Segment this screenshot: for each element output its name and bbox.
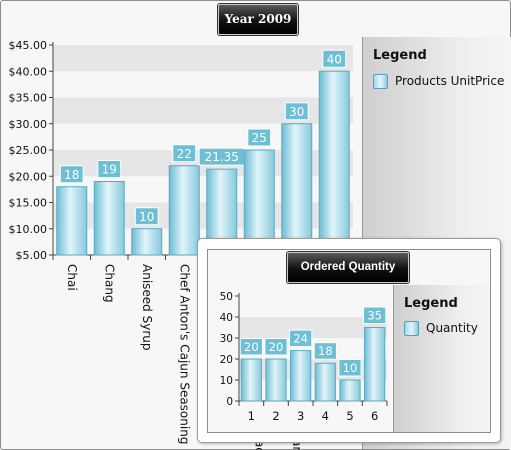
bar [131,228,163,256]
data-label-box [313,342,337,360]
y-tick-label: $15.00 [9,197,48,210]
main-legend-label: Products UnitPrice [395,74,505,88]
y-tick-label: $35.00 [9,92,48,105]
x-tick-label: Aniseed Syrup [140,264,154,350]
x-tick-label: 4 [322,409,329,423]
data-label-box [264,338,288,356]
data-label-box [239,338,263,356]
data-label-box [322,49,347,68]
data-label: 25 [252,131,267,145]
data-label: 10 [139,210,154,224]
x-tick-label: 3 [297,409,304,423]
x-tick-label: Chang [102,264,116,303]
data-label-box [59,165,84,184]
y-tick-label: 40 [220,312,233,324]
data-label-box [289,329,313,348]
y-tick-label: $30.00 [9,118,48,131]
y-tick-label: $45.00 [9,39,48,52]
bar [243,149,275,256]
main-legend-item[interactable]: Products UnitPrice [373,74,504,89]
y-tick-label: 50 [220,291,233,303]
x-tick-label: 6 [371,409,378,423]
data-label-box [284,102,309,121]
bar [290,350,312,402]
data-label-box [363,306,387,324]
data-label: 30 [289,105,304,119]
data-label: 18 [318,344,333,358]
data-label-box [172,144,197,163]
bar [240,358,262,402]
x-tick-label: Chef Anton's Cajun Seasoning [177,264,191,444]
x-tick-label: Chai [65,264,79,291]
data-label: 22 [177,147,192,161]
legend-swatch-icon [404,321,419,336]
ordered-quantity-popup[interactable]: Ordered Quantity 0 10 20 30 40 50 20 1 20 2 24 3 18 4… [197,238,501,443]
y-tick-label: $40.00 [9,65,48,78]
popup-legend-label: Quantity [426,321,478,335]
data-label: 19 [102,163,117,177]
y-tick-label: $20.00 [9,170,48,183]
data-label-box [338,359,362,377]
bar [265,358,287,402]
popup-legend: Legend Quantity [393,285,490,432]
bar [168,165,200,256]
data-label: 20 [244,340,259,354]
y-tick-label: 30 [220,333,233,345]
data-label: 21.35 [205,150,239,164]
popup-chart-area: Ordered Quantity 0 10 20 30 40 50 20 1 20 2 24 3 18 4… [207,249,491,433]
data-label: 20 [269,340,284,354]
data-label-box [97,160,122,178]
legend-swatch-icon [373,74,388,89]
bar [339,379,361,402]
grid-band [239,317,387,338]
x-tick-label: 2 [272,409,279,423]
data-label: 35 [367,309,382,323]
x-tick-label: 1 [248,409,255,423]
x-tick-label: 5 [346,409,353,423]
bar [93,181,125,256]
main-legend-title: Legend [373,48,427,63]
data-label: 18 [64,168,79,182]
bar [56,186,88,256]
popup-legend-title: Legend [404,296,458,311]
data-label: 10 [343,361,358,375]
popup-chart-plot: 0 10 20 30 40 50 20 1 20 2 24 3 18 4 10 5 35 6 [220,291,388,423]
y-tick-label: 0 [226,396,233,408]
bar [364,327,386,402]
popup-chart-title: Ordered Quantity [287,252,409,283]
bar [281,123,313,256]
data-label: 40 [327,52,342,66]
data-label: 24 [293,332,308,346]
y-tick-label: $10.00 [9,223,48,236]
bar [318,70,350,256]
popup-legend-item[interactable]: Quantity [404,321,478,336]
y-tick-label: $25.00 [9,144,48,157]
data-label-box [247,128,272,147]
data-label-box [134,207,159,226]
y-tick-label: $5.00 [16,249,48,262]
y-tick-label: 10 [220,375,233,387]
grid-band [53,45,353,72]
y-tick-label: 20 [220,354,233,366]
bar [314,362,336,402]
main-chart-title: Year 2009 [218,4,298,35]
